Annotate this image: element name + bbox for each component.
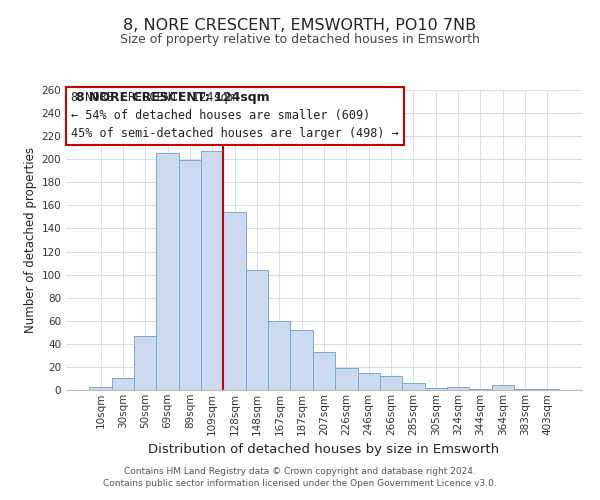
- Bar: [201, 151, 223, 390]
- Bar: [514, 389, 536, 390]
- Bar: [358, 372, 380, 390]
- Bar: [380, 376, 402, 390]
- Bar: [223, 212, 246, 390]
- Bar: [89, 386, 112, 390]
- Text: 8 NORE CRESCENT: 124sqm
← 54% of detached houses are smaller (609)
45% of semi-d: 8 NORE CRESCENT: 124sqm ← 54% of detache…: [71, 92, 399, 140]
- Bar: [313, 352, 335, 390]
- Bar: [134, 336, 157, 390]
- Bar: [447, 386, 469, 390]
- Text: 8 NORE CRESCENT: 124sqm: 8 NORE CRESCENT: 124sqm: [76, 91, 270, 104]
- Bar: [425, 388, 447, 390]
- Text: Contains public sector information licensed under the Open Government Licence v3: Contains public sector information licen…: [103, 478, 497, 488]
- Bar: [179, 160, 201, 390]
- Bar: [112, 378, 134, 390]
- Bar: [469, 389, 491, 390]
- Y-axis label: Number of detached properties: Number of detached properties: [24, 147, 37, 333]
- Bar: [335, 368, 358, 390]
- Bar: [491, 386, 514, 390]
- Bar: [157, 154, 179, 390]
- Text: 8, NORE CRESCENT, EMSWORTH, PO10 7NB: 8, NORE CRESCENT, EMSWORTH, PO10 7NB: [124, 18, 476, 32]
- Bar: [246, 270, 268, 390]
- Bar: [402, 383, 425, 390]
- Text: Size of property relative to detached houses in Emsworth: Size of property relative to detached ho…: [120, 32, 480, 46]
- Bar: [290, 330, 313, 390]
- Bar: [536, 389, 559, 390]
- X-axis label: Distribution of detached houses by size in Emsworth: Distribution of detached houses by size …: [148, 443, 500, 456]
- Bar: [268, 321, 290, 390]
- Text: Contains HM Land Registry data © Crown copyright and database right 2024.: Contains HM Land Registry data © Crown c…: [124, 467, 476, 476]
